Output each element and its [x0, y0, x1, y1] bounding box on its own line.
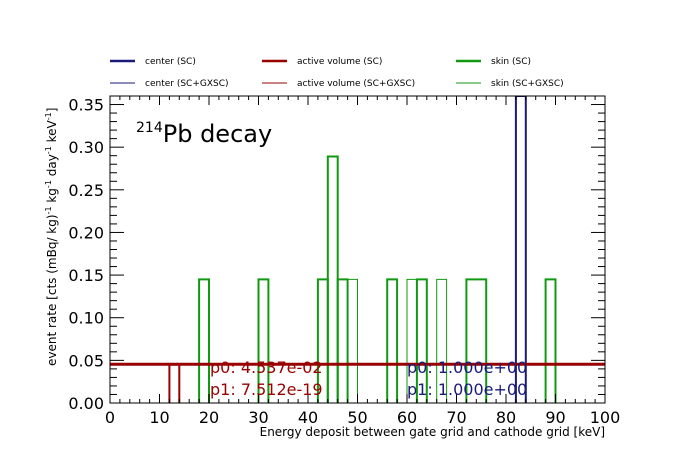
y-axis-label-part: event rate [cts (mBq/ kg): [45, 214, 59, 366]
y-tick-label: 0.20: [68, 223, 104, 242]
y-axis-label-part: keV: [45, 119, 59, 146]
series-layer: [110, 96, 605, 403]
legend-label: active volume (SC): [297, 57, 382, 67]
y-axis-label-part: kg: [45, 188, 59, 206]
y-tick-label: 0.30: [68, 138, 104, 157]
x-tick-label: 60: [397, 408, 417, 427]
y-axis-label-part: ]: [45, 108, 59, 113]
histogram-bar: [347, 278, 358, 403]
y-axis-label-superscript: -1: [44, 112, 53, 120]
chart-title: 214Pb decay: [136, 120, 272, 148]
histogram-bar: [386, 278, 399, 403]
y-axis-label-superscript: -1: [44, 206, 53, 214]
y-tick-label: 0.25: [68, 181, 104, 200]
fit-annotations: p0: 4.537e-02 p1: 7.512e-19 p0: 1.000e+00 p…: [210, 358, 527, 399]
histogram-bar: [465, 278, 488, 403]
y-tick-label: 0.15: [68, 266, 104, 285]
y-tick-label: 0.10: [68, 309, 104, 328]
y-axis-label-superscript: -1: [44, 180, 53, 188]
x-tick-label: 80: [496, 408, 516, 427]
y-tick-label: 0.00: [68, 394, 104, 413]
legend-label: active volume (SC+GXSC): [297, 79, 415, 89]
axes: 0 10 20 30 40 50 60 70 80 90 100 0.00 0.05 0.10 0.15 0.…: [68, 96, 620, 427]
fit-parameter-label: p1: 7.512e-19: [210, 380, 323, 399]
x-tick-label: 40: [298, 408, 318, 427]
x-tick-label: 20: [199, 408, 219, 427]
y-axis-label-superscript: -1: [44, 146, 53, 154]
x-tick-label: 50: [347, 408, 367, 427]
legend-label: center (SC): [145, 57, 196, 67]
x-axis-label: Energy deposit between gate grid and cat…: [260, 425, 605, 439]
legend-label: skin (SC): [491, 57, 531, 67]
x-tick-label: 90: [545, 408, 565, 427]
y-tick-label: 0.05: [68, 351, 104, 370]
histogram-bar: [436, 278, 448, 403]
title-text: Pb decay: [163, 120, 272, 148]
y-tick-label: 0.35: [68, 96, 104, 115]
x-tick-label: 10: [149, 408, 169, 427]
x-tick-label: 70: [446, 408, 466, 427]
fit-parameter-label: p1: 1.000e+00: [407, 380, 527, 399]
legend-label: skin (SC+GXSC): [491, 79, 564, 89]
fit-parameter-label: p0: 4.537e-02: [210, 358, 323, 377]
x-tick-label: 100: [590, 408, 621, 427]
x-tick-label: 30: [248, 408, 268, 427]
x-tick-label: 0: [105, 408, 115, 427]
histogram-bar: [198, 278, 210, 403]
histogram-bar: [406, 278, 418, 403]
histogram-bar: [544, 278, 557, 403]
histogram-bar: [168, 363, 181, 403]
legend-label: center (SC+GXSC): [145, 79, 229, 89]
legend: center (SC) active volume (SC) skin (SC) ce…: [110, 57, 564, 89]
histogram-bar: [514, 96, 527, 403]
y-axis-label-part: day: [45, 154, 59, 180]
histogram-bar: [257, 278, 270, 403]
y-axis-label: event rate [cts (mBq/ kg)-1 kg-1 day-1 k…: [44, 108, 59, 366]
fit-parameter-label: p0: 1.000e+00: [407, 358, 527, 377]
title-superscript: 214: [136, 120, 163, 136]
